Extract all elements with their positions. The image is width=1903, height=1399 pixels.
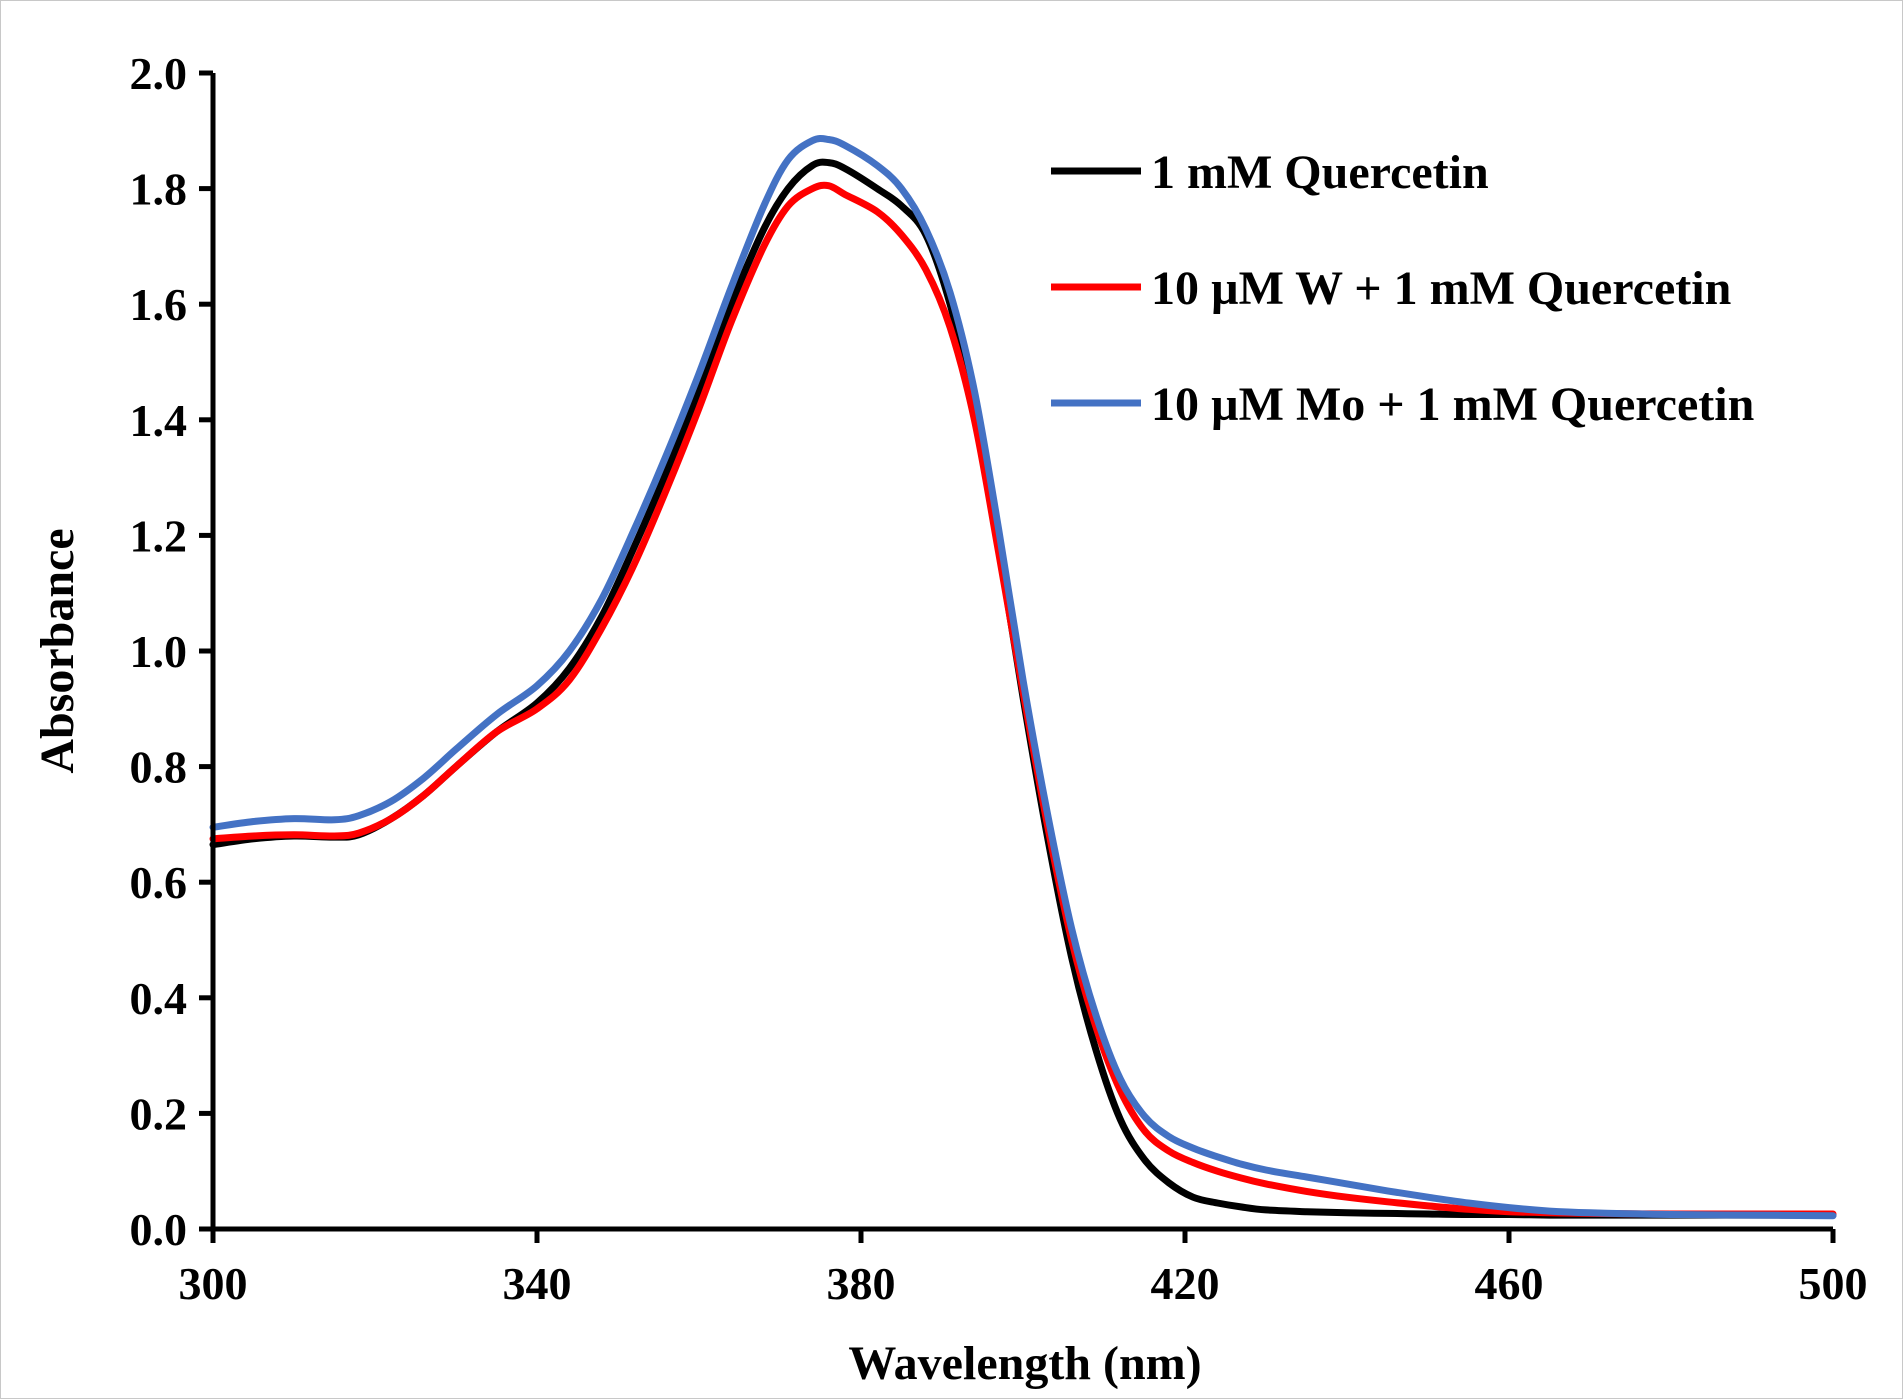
series-layer bbox=[209, 135, 1837, 1220]
series-line-2 bbox=[209, 181, 1837, 1218]
legend-label-3: 10 µM Mo + 1 mM Quercetin bbox=[1151, 378, 1754, 431]
y-tick-label: 1.0 bbox=[130, 626, 188, 677]
x-tick-label: 460 bbox=[1475, 1258, 1544, 1309]
x-tick-label: 500 bbox=[1799, 1258, 1868, 1309]
x-tick-label: 300 bbox=[179, 1258, 248, 1309]
y-tick-label: 1.4 bbox=[130, 395, 188, 446]
y-tick-label: 0.0 bbox=[130, 1204, 188, 1255]
ticks-layer: 0.0 0.2 0.4 0.6 0.8 1.0 1.2 1.4 1.6 1.8 2.0 300 340 3… bbox=[130, 48, 1868, 1309]
legend-label-2: 10 µM W + 1 mM Quercetin bbox=[1151, 262, 1731, 315]
y-tick-label: 2.0 bbox=[130, 48, 188, 99]
y-axis-title: Absorbance bbox=[31, 528, 84, 773]
y-tick-label: 0.2 bbox=[130, 1088, 188, 1139]
legend-label-1: 1 mM Quercetin bbox=[1151, 146, 1489, 199]
y-tick-label: 1.6 bbox=[130, 279, 188, 330]
y-tick-label: 1.8 bbox=[130, 164, 188, 215]
x-axis-title: Wavelength (nm) bbox=[848, 1337, 1201, 1390]
y-tick-label: 0.4 bbox=[130, 973, 188, 1024]
x-tick-label: 340 bbox=[503, 1258, 572, 1309]
y-tick-label: 0.8 bbox=[130, 742, 188, 793]
y-tick-label: 1.2 bbox=[130, 510, 188, 561]
x-tick-label: 380 bbox=[827, 1258, 896, 1309]
x-tick-label: 420 bbox=[1151, 1258, 1220, 1309]
y-tick-label: 0.6 bbox=[130, 857, 188, 908]
series-line-3 bbox=[209, 135, 1837, 1220]
legend: 1 mM Quercetin 10 µM W + 1 mM Quercetin 10… bbox=[1051, 146, 1754, 431]
